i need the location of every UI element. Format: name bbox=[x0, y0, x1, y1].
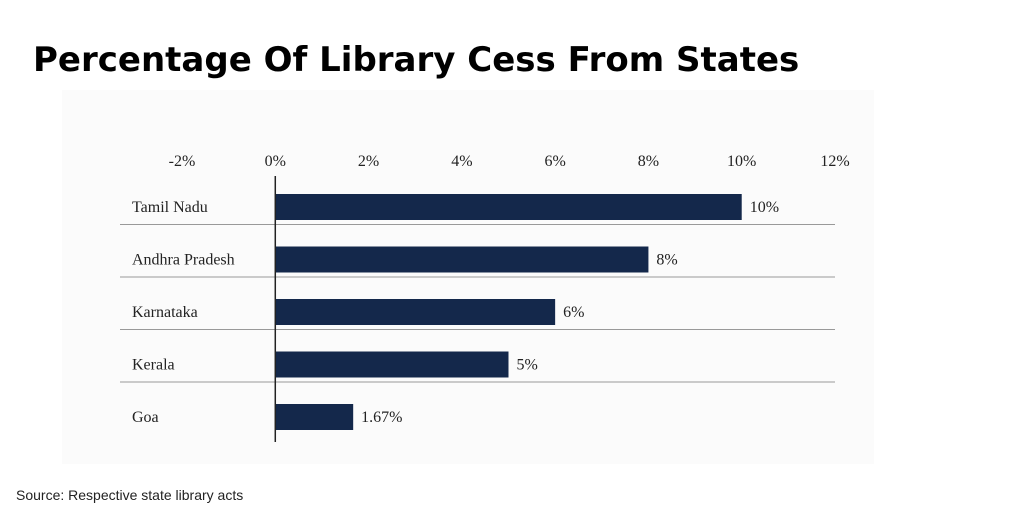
bar bbox=[275, 404, 354, 430]
data-label: 8% bbox=[656, 252, 677, 269]
data-label: 5% bbox=[517, 357, 538, 374]
data-label: 10% bbox=[750, 199, 779, 216]
source-note: Source: Respective state library acts bbox=[16, 487, 244, 503]
page-title: Percentage Of Library Cess From States bbox=[33, 40, 800, 80]
x-tick-label: 12% bbox=[820, 153, 849, 170]
x-tick-label: -2% bbox=[169, 153, 196, 170]
x-tick-label: 6% bbox=[544, 153, 565, 170]
x-tick-label: 8% bbox=[638, 153, 659, 170]
x-tick-label: 2% bbox=[358, 153, 379, 170]
bar bbox=[275, 246, 649, 273]
category-label: Andhra Pradesh bbox=[132, 252, 235, 269]
category-label: Kerala bbox=[132, 357, 175, 374]
bar-chart: -2% 0% 2% 4% 6% 8% 10% 12% Tamil Nadu 10% Andhra P… bbox=[120, 153, 850, 442]
chart-panel: -2% 0% 2% 4% 6% 8% 10% 12% Tamil Nadu 10% Andhra P… bbox=[62, 90, 874, 464]
bar bbox=[275, 299, 556, 325]
bar bbox=[275, 194, 742, 220]
x-tick-label: 10% bbox=[727, 153, 756, 170]
x-tick-label: 4% bbox=[451, 153, 472, 170]
data-label: 6% bbox=[563, 304, 584, 321]
bar bbox=[275, 351, 509, 378]
data-label: 1.67% bbox=[361, 409, 402, 426]
category-label: Goa bbox=[132, 409, 159, 426]
category-label: Karnataka bbox=[132, 304, 198, 321]
x-tick-label: 0% bbox=[265, 153, 286, 170]
category-label: Tamil Nadu bbox=[132, 199, 208, 216]
